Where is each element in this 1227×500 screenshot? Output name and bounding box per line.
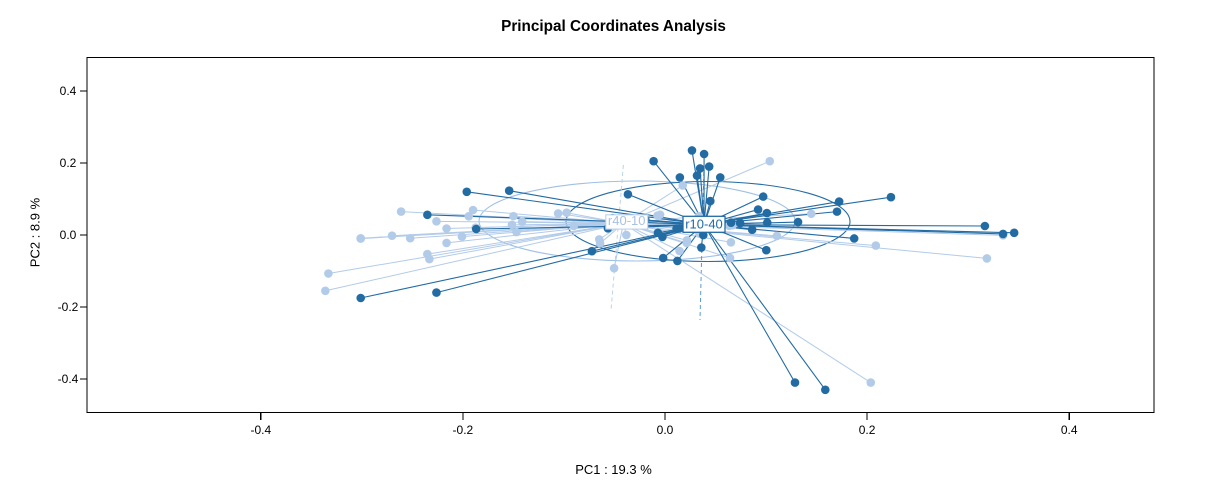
svg-text:-0.4: -0.4 [250,423,271,437]
svg-text:0.0: 0.0 [60,228,77,242]
svg-text:0.0: 0.0 [657,423,674,437]
svg-text:0.4: 0.4 [1061,423,1078,437]
svg-text:r40-10: r40-10 [608,213,646,228]
svg-text:0.2: 0.2 [60,156,77,170]
svg-text:0.2: 0.2 [859,423,876,437]
svg-text:0.4: 0.4 [60,84,77,98]
svg-text:-0.4: -0.4 [58,372,79,386]
svg-text:-0.2: -0.2 [453,423,474,437]
svg-text:-0.2: -0.2 [58,300,79,314]
svg-text:r10-40: r10-40 [685,216,723,231]
